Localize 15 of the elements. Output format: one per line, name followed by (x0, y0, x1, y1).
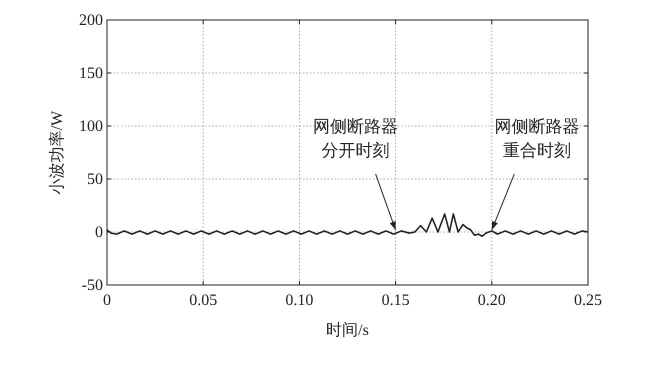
x-tick-label: 0.05 (189, 292, 218, 309)
y-tick-label: 150 (79, 65, 103, 82)
x-tick-label: 0.10 (285, 292, 314, 309)
annotation: 网侧断路器重合时刻 (494, 117, 580, 160)
y-tick-label: 100 (79, 118, 103, 135)
y-tick-label: 50 (87, 171, 103, 188)
y-axis-title: 小波功率/W (48, 110, 66, 194)
x-tick-label: 0.25 (574, 292, 602, 309)
y-tick-label: 0 (95, 224, 103, 241)
x-axis-title: 时间/s (326, 321, 369, 339)
x-tick-label: 0.20 (478, 292, 506, 309)
x-tick-label: 0.15 (382, 292, 410, 309)
annotation: 网侧断路器分开时刻 (313, 117, 398, 160)
y-tick-label: -50 (82, 277, 103, 294)
y-tick-label: 200 (79, 12, 103, 29)
